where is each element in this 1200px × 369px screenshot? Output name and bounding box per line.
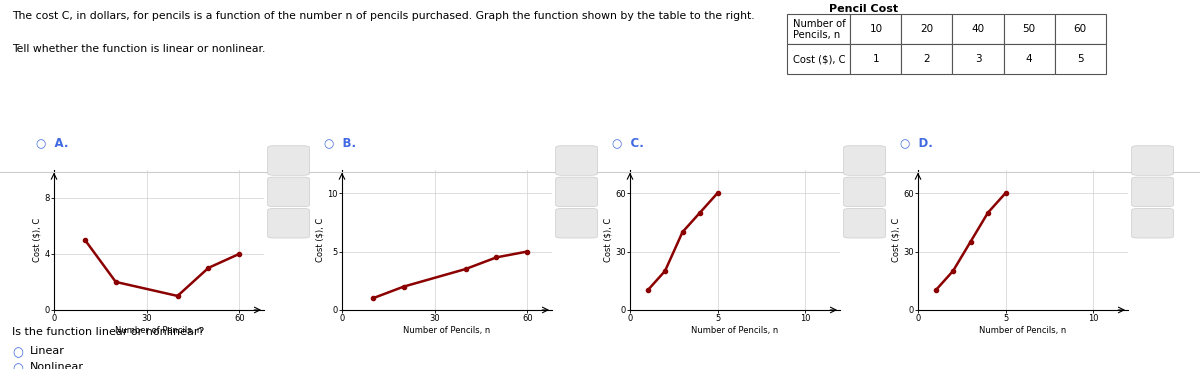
- Text: Linear: Linear: [30, 346, 65, 356]
- Text: Nonlinear: Nonlinear: [30, 362, 84, 369]
- Text: ○: ○: [12, 346, 23, 359]
- Y-axis label: Cost ($), C: Cost ($), C: [32, 218, 42, 262]
- Text: Pencil Cost: Pencil Cost: [829, 4, 899, 14]
- X-axis label: Number of Pencils, n: Number of Pencils, n: [979, 326, 1067, 335]
- Text: The cost C, in dollars, for pencils is a function of the number n of pencils pur: The cost C, in dollars, for pencils is a…: [12, 11, 755, 21]
- Y-axis label: Cost ($), C: Cost ($), C: [892, 218, 900, 262]
- Text: ○  A.: ○ A.: [36, 137, 68, 149]
- Y-axis label: Cost ($), C: Cost ($), C: [316, 218, 324, 262]
- Text: ○: ○: [12, 362, 23, 369]
- X-axis label: Number of Pencils, n: Number of Pencils, n: [115, 326, 203, 335]
- Text: ○  D.: ○ D.: [900, 137, 932, 149]
- Text: ○  C.: ○ C.: [612, 137, 644, 149]
- X-axis label: Number of Pencils, n: Number of Pencils, n: [691, 326, 779, 335]
- Text: ○  B.: ○ B.: [324, 137, 356, 149]
- Y-axis label: Cost ($), C: Cost ($), C: [604, 218, 612, 262]
- Text: Is the function linear or nonlinear?: Is the function linear or nonlinear?: [12, 327, 204, 337]
- Text: Tell whether the function is linear or nonlinear.: Tell whether the function is linear or n…: [12, 44, 265, 54]
- X-axis label: Number of Pencils, n: Number of Pencils, n: [403, 326, 491, 335]
